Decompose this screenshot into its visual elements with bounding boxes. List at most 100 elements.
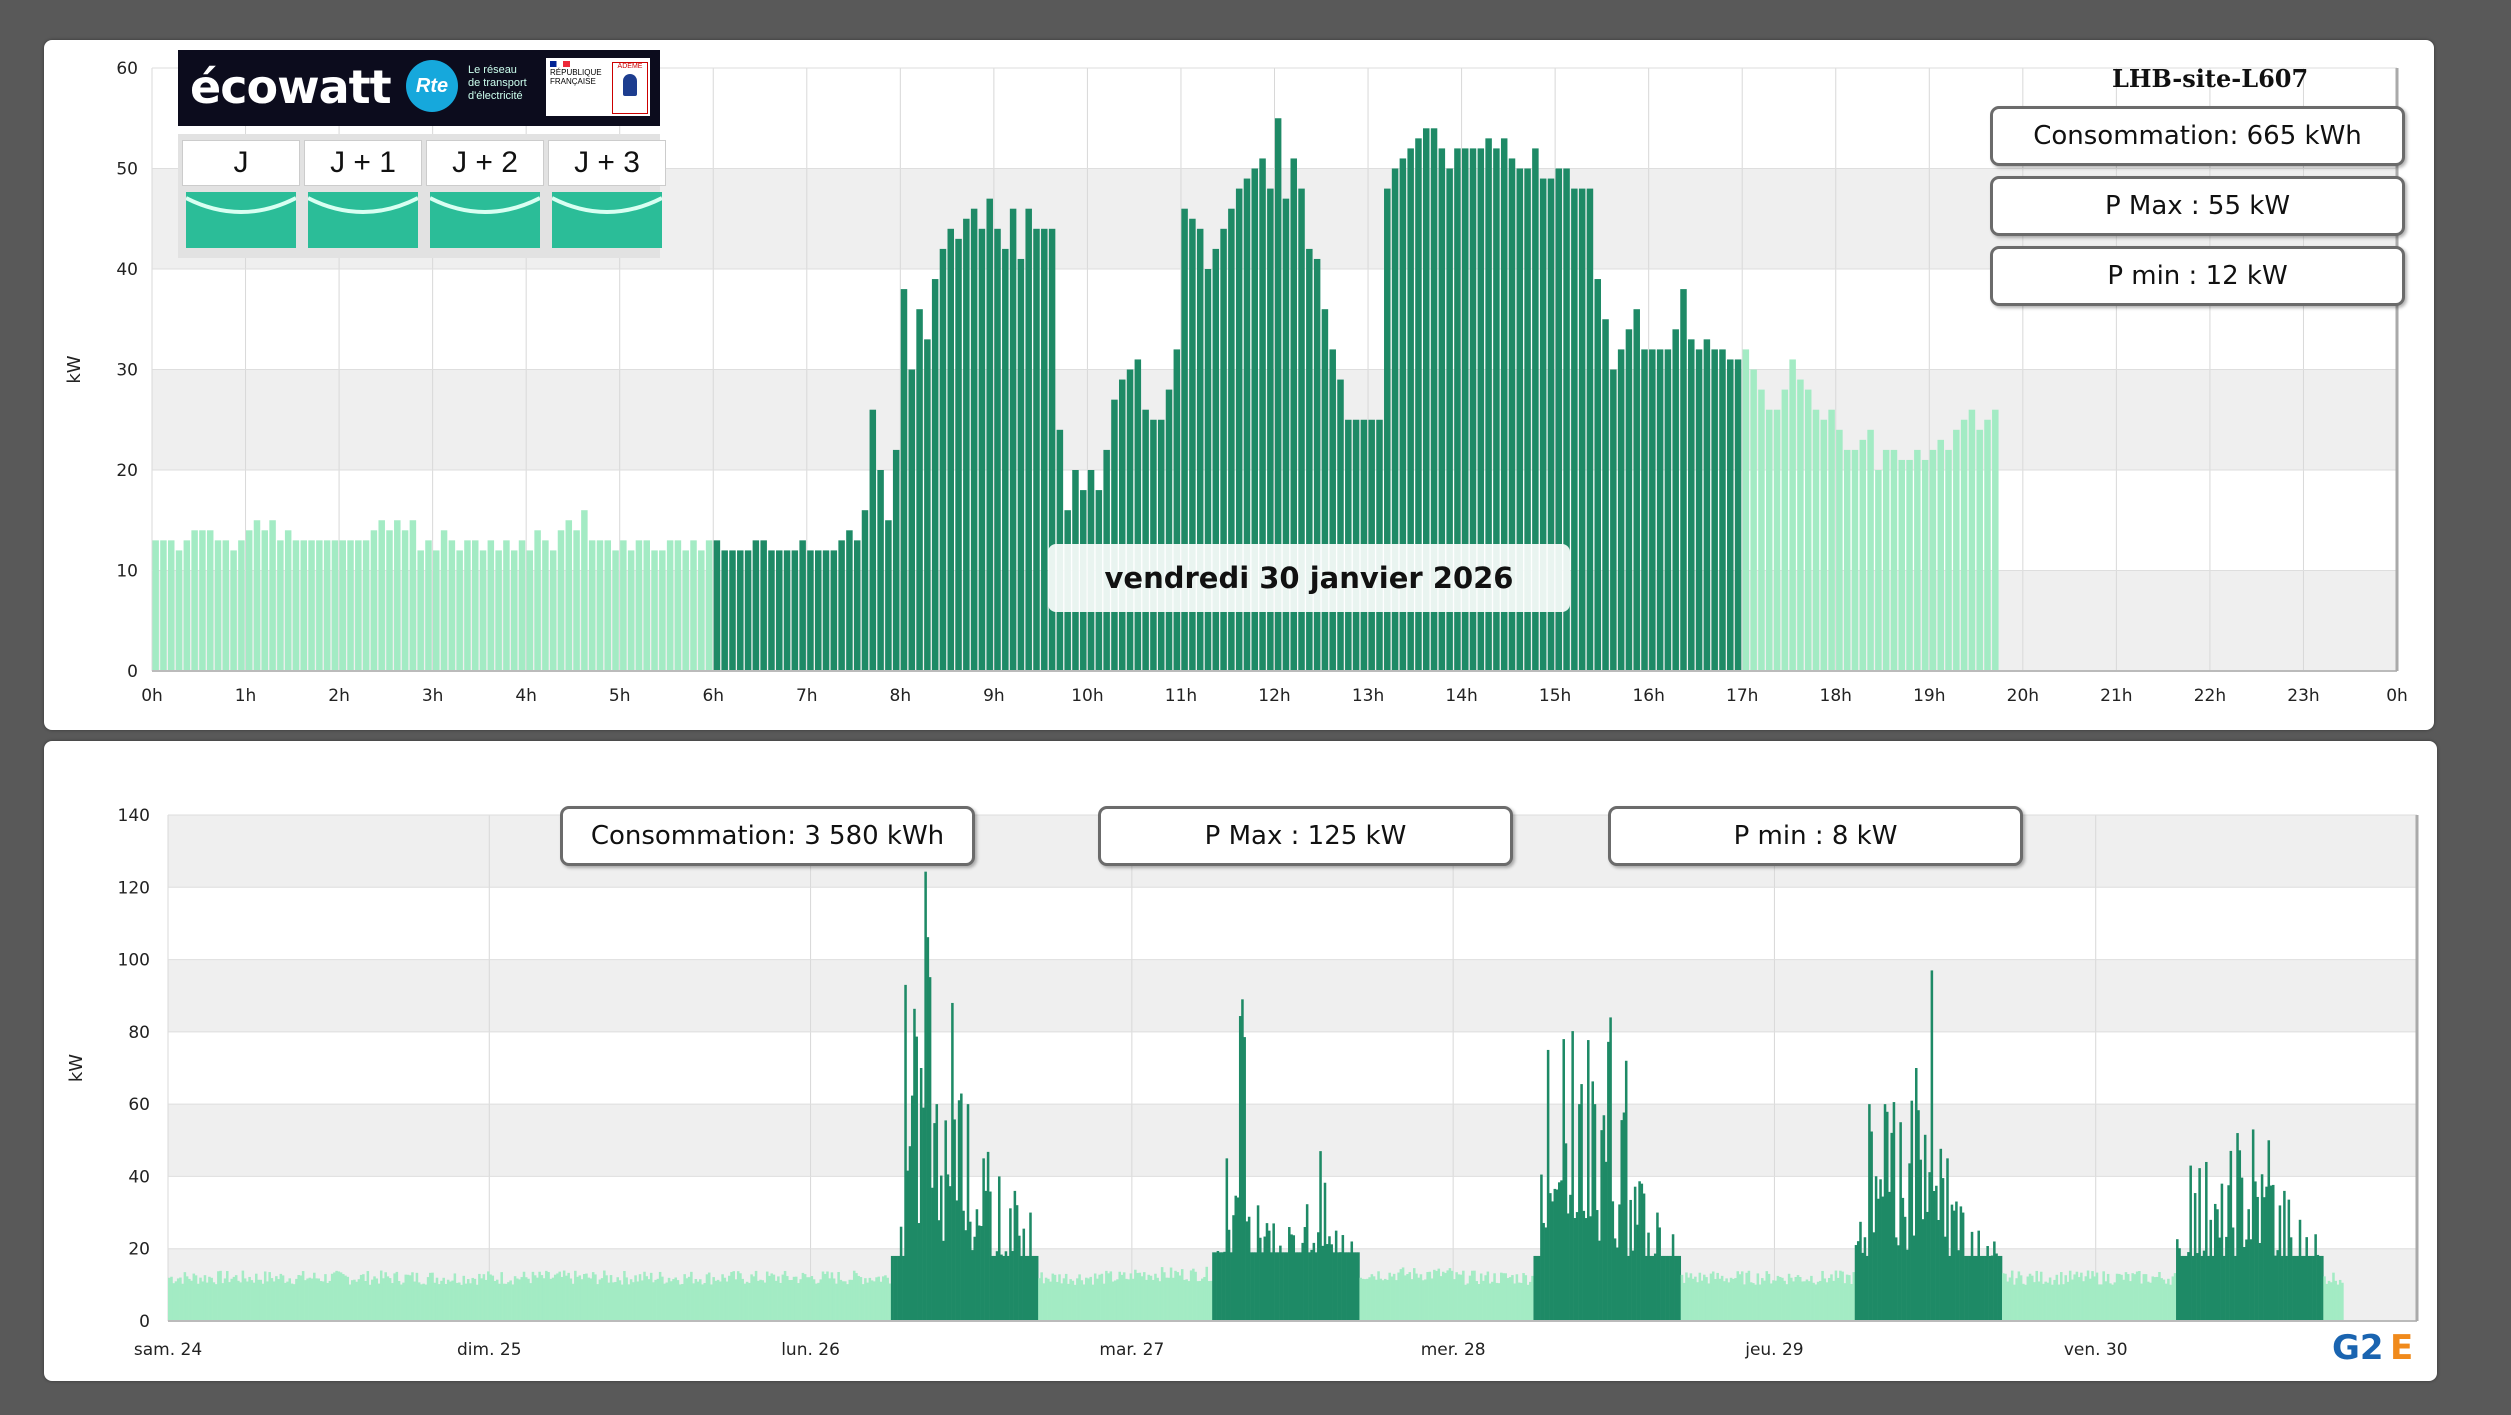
week-bar <box>1714 1279 1717 1321</box>
day-bar <box>1337 379 1344 671</box>
week-bar <box>1042 1283 1046 1321</box>
week-bar <box>948 1186 952 1321</box>
week-bar <box>489 1274 492 1321</box>
week-bar <box>1705 1277 1708 1321</box>
week-bar <box>1321 1245 1325 1321</box>
week-bar <box>404 1274 408 1321</box>
day-bar <box>643 540 650 671</box>
week-bar <box>1319 1151 1322 1321</box>
week-bar <box>1649 1255 1653 1321</box>
week-bar <box>471 1277 474 1321</box>
week-bar <box>1134 1269 1137 1321</box>
week-bar <box>348 1284 352 1321</box>
day-bar <box>549 550 557 671</box>
week-bar <box>881 1276 885 1321</box>
week-bar <box>815 1283 818 1321</box>
day-bar <box>1804 389 1812 671</box>
week-bar <box>794 1276 798 1321</box>
week-bar <box>1968 1255 1972 1321</box>
week-bar <box>1854 1245 1858 1321</box>
day-bar <box>1313 258 1321 671</box>
week-bar <box>1254 1252 1258 1321</box>
week-bar <box>810 1276 814 1321</box>
week-bar <box>2046 1282 2050 1321</box>
week-bar <box>1718 1278 1722 1321</box>
day-bar <box>1734 359 1742 671</box>
day-bar <box>526 550 534 671</box>
week-bar <box>1263 1236 1267 1321</box>
week-bar <box>1883 1104 1887 1321</box>
week-bar <box>1040 1272 1043 1321</box>
week-bar <box>1296 1252 1300 1321</box>
week-bar <box>1339 1252 1342 1321</box>
week-bar <box>263 1271 267 1321</box>
week-bar <box>1225 1158 1229 1321</box>
week-bar <box>2053 1279 2056 1321</box>
day-bar <box>199 530 206 671</box>
week-bar <box>2254 1181 2257 1321</box>
week-bar <box>1676 1255 1679 1321</box>
day-bar <box>1571 188 1578 671</box>
week-bar <box>560 1276 564 1321</box>
day-bar <box>409 520 417 671</box>
week-bar <box>1560 1180 1563 1321</box>
week-bar <box>533 1275 537 1321</box>
week-bar <box>1185 1279 1188 1321</box>
day-bar <box>542 540 549 671</box>
week-bar <box>2169 1284 2172 1321</box>
week-bar <box>1928 1172 1931 1321</box>
week-bar <box>1957 1250 1960 1321</box>
week-bar <box>1910 1100 1914 1321</box>
week-bar <box>542 1278 546 1321</box>
week-bar <box>2039 1271 2043 1321</box>
week-bar <box>2066 1281 2070 1321</box>
week-bar <box>732 1271 736 1321</box>
week-bar <box>1227 1229 1231 1321</box>
day-bar <box>1672 329 1679 671</box>
week-bar <box>1667 1255 1670 1321</box>
week-bar <box>915 1036 918 1321</box>
week-bar <box>574 1270 577 1321</box>
week-bar <box>1901 1197 1905 1321</box>
week-bar <box>1575 1212 1579 1321</box>
day-bar <box>1267 188 1274 671</box>
week-bar <box>1069 1279 1072 1321</box>
week-bar <box>1580 1084 1583 1321</box>
week-bar <box>1841 1271 1844 1321</box>
week-bar <box>1526 1284 1530 1321</box>
day-bar <box>1274 118 1282 671</box>
week-bar <box>239 1282 242 1321</box>
week-bar <box>828 1278 831 1321</box>
week-bar <box>1533 1255 1536 1321</box>
week-bar <box>2236 1133 2239 1321</box>
week-bar <box>1285 1252 1289 1321</box>
day-bar <box>1111 399 1118 671</box>
week-bar <box>2129 1281 2132 1321</box>
day-bar <box>853 540 861 671</box>
week-bar <box>1203 1276 1206 1321</box>
week-bar <box>1807 1281 1811 1321</box>
week-bar <box>2164 1283 2168 1321</box>
week-bar <box>2102 1271 2105 1321</box>
y-tick-label: 10 <box>116 562 138 582</box>
week-bar <box>1529 1281 1532 1321</box>
y-tick-label: 0 <box>127 662 138 682</box>
week-bar <box>250 1280 254 1321</box>
week-bar <box>1089 1276 1092 1321</box>
week-bar <box>1839 1270 1842 1321</box>
week-bar <box>217 1271 220 1321</box>
week-bar <box>1149 1275 1153 1321</box>
week-bar <box>257 1279 260 1321</box>
week-bar <box>1145 1279 1148 1321</box>
week-bar <box>422 1283 425 1321</box>
week-bar <box>1060 1283 1063 1321</box>
week-bar <box>2300 1255 2304 1321</box>
week-bar <box>1584 1218 1588 1321</box>
week-bar <box>1102 1283 1106 1321</box>
week-bar <box>1946 1158 1949 1321</box>
week-bar <box>712 1277 715 1321</box>
day-bar <box>1890 449 1898 671</box>
week-bar <box>420 1284 423 1321</box>
day-bar <box>1547 178 1555 672</box>
x-tick-label: 22h <box>2194 686 2226 706</box>
